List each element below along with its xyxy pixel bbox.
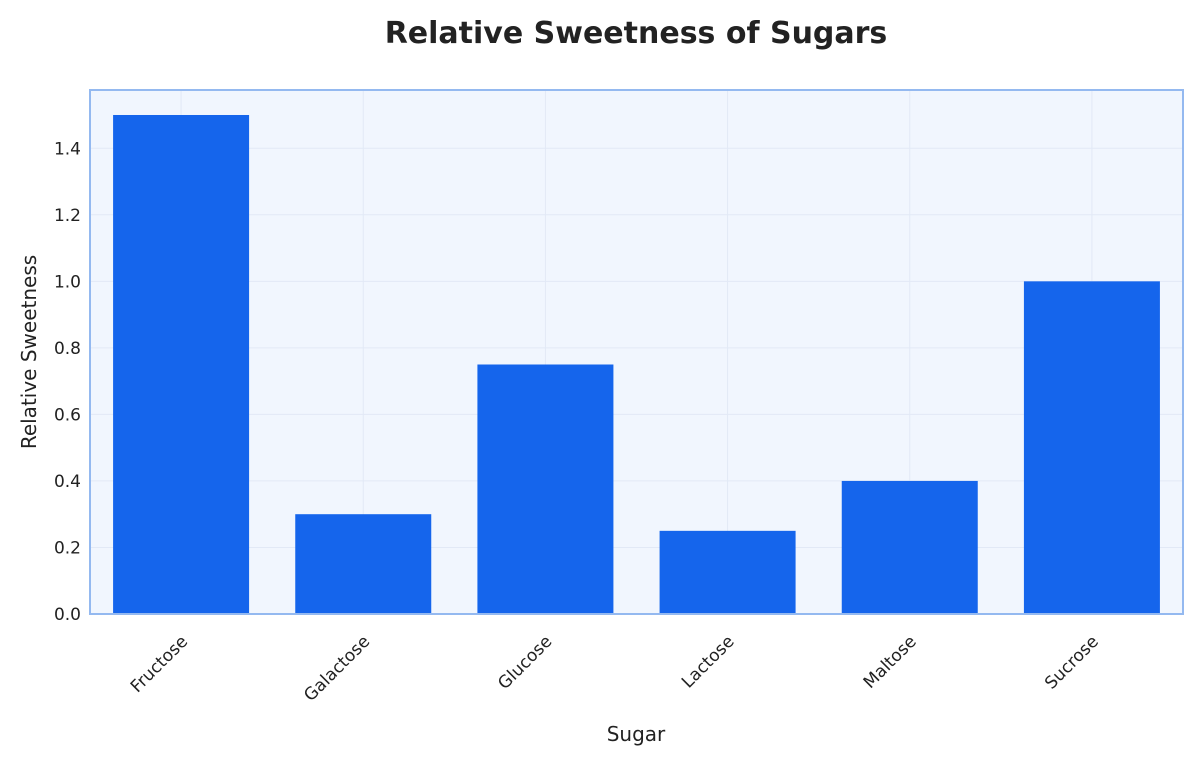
bars <box>113 114 1160 615</box>
y-tick-label: 1.0 <box>54 272 81 292</box>
x-axis-label: Sugar <box>607 722 666 746</box>
bar-fructose <box>113 114 250 615</box>
x-tick-label: Glucose <box>494 632 556 694</box>
bar-maltose <box>841 480 978 614</box>
y-tick-label: 0.8 <box>54 339 81 359</box>
y-tick-label: 0.6 <box>54 405 81 425</box>
plot-border <box>89 89 1184 615</box>
bar-galactose <box>295 514 432 614</box>
plot-frame <box>89 89 1184 615</box>
y-tick-label: 1.4 <box>54 139 81 159</box>
y-tick-label: 1.2 <box>54 206 81 226</box>
plot-area <box>90 90 1183 614</box>
x-tick-label: Fructose <box>127 632 192 697</box>
bar-glucose <box>477 364 614 614</box>
x-tick-label: Lactose <box>678 632 739 693</box>
y-axis-label: Relative Sweetness <box>17 255 41 449</box>
y-tick-label: 0.0 <box>54 605 81 625</box>
y-tick-label: 0.2 <box>54 538 81 558</box>
x-tick-label: Galactose <box>300 632 374 706</box>
y-axis-ticks: 0.0 0.2 0.4 0.6 0.8 1.0 1.2 1.4 <box>54 139 81 625</box>
y-tick-label: 0.4 <box>54 472 81 492</box>
plot-background <box>90 90 1183 614</box>
bar-lactose <box>659 530 796 614</box>
chart-title: Relative Sweetness of Sugars <box>385 16 888 51</box>
x-tick-label: Maltose <box>860 632 921 693</box>
x-tick-label: Sucrose <box>1041 632 1103 694</box>
x-axis-ticks: Fructose Galactose Glucose Lactose Maltose Su… <box>127 632 1103 706</box>
bar-sucrose <box>1023 281 1160 614</box>
